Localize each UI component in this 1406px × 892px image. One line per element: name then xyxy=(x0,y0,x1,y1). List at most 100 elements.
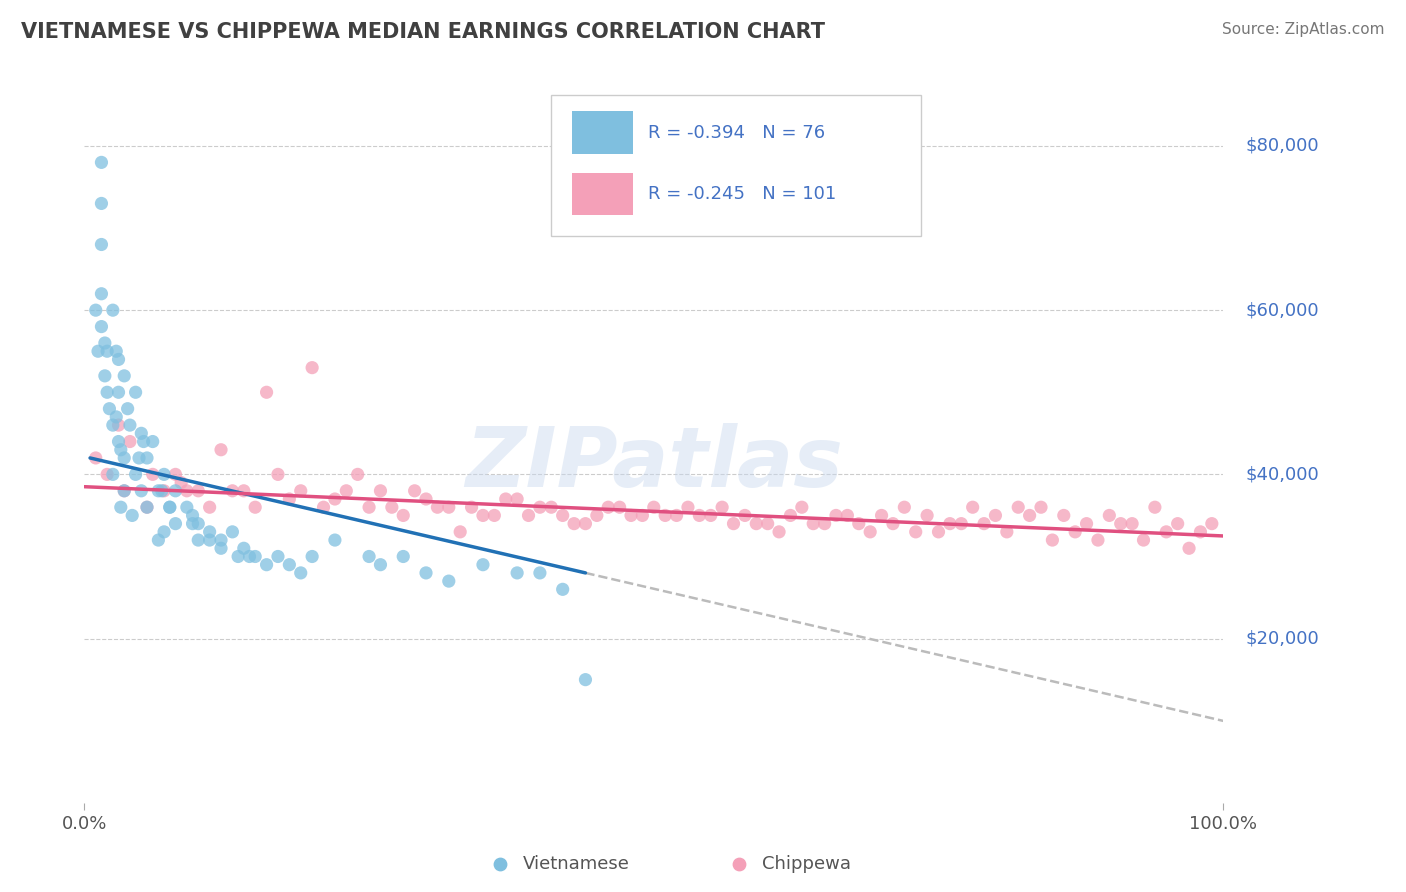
Point xyxy=(1087,533,1109,547)
Point xyxy=(159,500,181,515)
Point xyxy=(238,549,260,564)
Point xyxy=(1167,516,1189,531)
Point xyxy=(110,442,132,457)
Point xyxy=(688,508,710,523)
Point xyxy=(112,483,135,498)
Point xyxy=(176,500,198,515)
Point xyxy=(323,533,346,547)
Point xyxy=(631,508,654,523)
Point xyxy=(962,500,984,515)
Point xyxy=(290,483,312,498)
Point xyxy=(209,442,232,457)
Point xyxy=(489,857,512,871)
Point xyxy=(1121,516,1143,531)
Point xyxy=(181,516,204,531)
Point xyxy=(1156,524,1178,539)
Point xyxy=(472,558,495,572)
Point xyxy=(132,434,155,449)
Point xyxy=(159,500,181,515)
Point xyxy=(226,549,249,564)
Point xyxy=(404,483,426,498)
Point xyxy=(904,524,927,539)
Point xyxy=(136,500,159,515)
Point xyxy=(392,549,415,564)
Point xyxy=(1029,500,1052,515)
Point xyxy=(209,533,232,547)
Point xyxy=(278,558,301,572)
FancyBboxPatch shape xyxy=(551,95,921,235)
Point xyxy=(915,508,938,523)
Point xyxy=(232,541,254,556)
Point xyxy=(90,155,112,169)
Text: Source: ZipAtlas.com: Source: ZipAtlas.com xyxy=(1222,22,1385,37)
Point xyxy=(460,500,482,515)
Point xyxy=(312,500,335,515)
Point xyxy=(506,566,529,580)
Point xyxy=(665,508,688,523)
Point xyxy=(574,673,596,687)
Text: Chippewa: Chippewa xyxy=(762,855,851,873)
Text: ZIPatlas: ZIPatlas xyxy=(465,423,842,504)
Point xyxy=(768,524,790,539)
Point xyxy=(745,516,768,531)
Point xyxy=(950,516,973,531)
Point xyxy=(643,500,665,515)
FancyBboxPatch shape xyxy=(572,112,633,154)
Point xyxy=(346,467,368,482)
Point xyxy=(779,508,801,523)
Point xyxy=(94,368,117,383)
Point xyxy=(124,467,146,482)
Point xyxy=(734,508,756,523)
Point xyxy=(728,857,751,871)
Point xyxy=(756,516,779,531)
Point xyxy=(290,566,312,580)
Point xyxy=(187,516,209,531)
Point xyxy=(551,582,574,597)
Point xyxy=(107,352,129,367)
Point xyxy=(426,500,449,515)
Text: R = -0.394   N = 76: R = -0.394 N = 76 xyxy=(648,124,825,142)
Point xyxy=(142,434,165,449)
Point xyxy=(928,524,950,539)
Point xyxy=(609,500,631,515)
Point xyxy=(148,533,170,547)
Point xyxy=(118,418,141,433)
Point xyxy=(165,467,187,482)
Point xyxy=(437,500,460,515)
Point xyxy=(105,344,128,359)
Point xyxy=(170,475,193,490)
Point xyxy=(107,434,129,449)
Text: Vietnamese: Vietnamese xyxy=(523,855,630,873)
Point xyxy=(301,360,323,375)
Point xyxy=(711,500,734,515)
Point xyxy=(98,401,121,416)
Point xyxy=(495,491,517,506)
Point xyxy=(323,491,346,506)
Point xyxy=(221,483,243,498)
Point xyxy=(150,483,173,498)
Point xyxy=(124,385,146,400)
Text: $20,000: $20,000 xyxy=(1246,630,1320,648)
Point xyxy=(359,500,381,515)
Point xyxy=(381,500,404,515)
Text: $80,000: $80,000 xyxy=(1246,137,1320,155)
Point xyxy=(117,401,139,416)
Point xyxy=(101,418,124,433)
Point xyxy=(848,516,870,531)
Point xyxy=(995,524,1018,539)
Point xyxy=(153,467,176,482)
Point xyxy=(506,491,529,506)
Point xyxy=(90,196,112,211)
Point xyxy=(96,344,118,359)
Point xyxy=(181,508,204,523)
Point xyxy=(676,500,699,515)
Point xyxy=(437,574,460,588)
Point xyxy=(415,491,437,506)
Point xyxy=(267,549,290,564)
Point xyxy=(814,516,837,531)
Point xyxy=(801,516,824,531)
Point xyxy=(96,467,118,482)
Point xyxy=(278,491,301,506)
Point xyxy=(551,508,574,523)
Point xyxy=(221,524,243,539)
